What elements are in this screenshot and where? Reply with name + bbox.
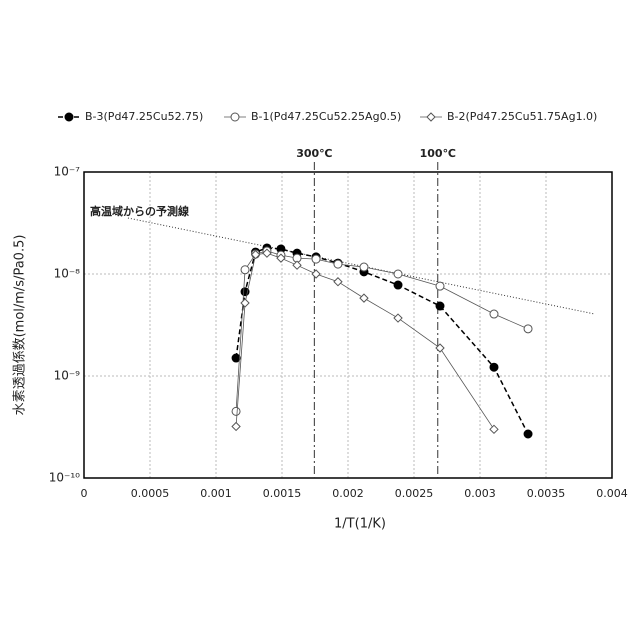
x-tick-label: 0.003 <box>464 487 496 500</box>
point <box>490 425 498 433</box>
point <box>232 422 240 430</box>
point <box>524 325 532 333</box>
point <box>394 314 402 322</box>
x-tick-label: 0.002 <box>332 487 364 500</box>
point <box>312 270 320 278</box>
point <box>241 266 249 274</box>
vline-label: 300℃ <box>296 147 332 160</box>
legend-label: B-2(Pd47.25Cu51.75Ag1.0) <box>447 110 597 123</box>
x-tick-label: 0.0035 <box>527 487 566 500</box>
point <box>360 294 368 302</box>
point <box>436 344 444 352</box>
point <box>334 278 342 286</box>
point <box>436 282 444 290</box>
legend-item: B-2(Pd47.25Cu51.75Ag1.0) <box>420 110 597 123</box>
point <box>334 260 342 268</box>
point <box>436 302 444 310</box>
point <box>360 263 368 271</box>
point <box>312 255 320 263</box>
prediction-label: 高温域からの予測線 <box>90 204 189 218</box>
x-tick-label: 0.0025 <box>395 487 434 500</box>
y-tick-label: 10⁻⁹ <box>54 369 81 383</box>
point <box>524 430 532 438</box>
series-line <box>236 253 494 429</box>
y-tick-label: 10⁻⁸ <box>54 267 81 281</box>
y-tick-label: 10⁻¹⁰ <box>49 471 80 485</box>
point <box>232 354 240 362</box>
legend-label: B-3(Pd47.25Cu52.75) <box>85 110 203 123</box>
point <box>394 281 402 289</box>
x-tick-label: 0.001 <box>200 487 232 500</box>
point <box>490 363 498 371</box>
point <box>490 310 498 318</box>
series-line <box>236 248 528 434</box>
legend-label: B-1(Pd47.25Cu52.25Ag0.5) <box>251 110 401 123</box>
vline-label: 100℃ <box>420 147 456 160</box>
x-tick-label: 0 <box>81 487 88 500</box>
legend-marker <box>427 113 435 121</box>
point <box>232 407 240 415</box>
series-line <box>236 251 528 411</box>
x-axis-label: 1/T(1/K) <box>334 517 386 532</box>
y-axis-label: 水素透過係数(mol/m/s/Pa0.5) <box>13 235 28 416</box>
x-tick-label: 0.0015 <box>263 487 302 500</box>
point <box>241 299 249 307</box>
legend-marker <box>231 113 239 121</box>
chart: 1/T(1/K) 水素透過係数(mol/m/s/Pa0.5) 0 0.0005 0.… <box>0 0 640 640</box>
y-tick-label: 10⁻⁷ <box>54 165 81 179</box>
legend-marker <box>65 113 73 121</box>
x-tick-label: 0.004 <box>596 487 628 500</box>
legend-item: B-1(Pd47.25Cu52.25Ag0.5) <box>224 110 401 123</box>
point <box>293 261 301 269</box>
point <box>394 270 402 278</box>
x-tick-label: 0.0005 <box>131 487 170 500</box>
legend-item: B-3(Pd47.25Cu52.75) <box>58 110 203 123</box>
